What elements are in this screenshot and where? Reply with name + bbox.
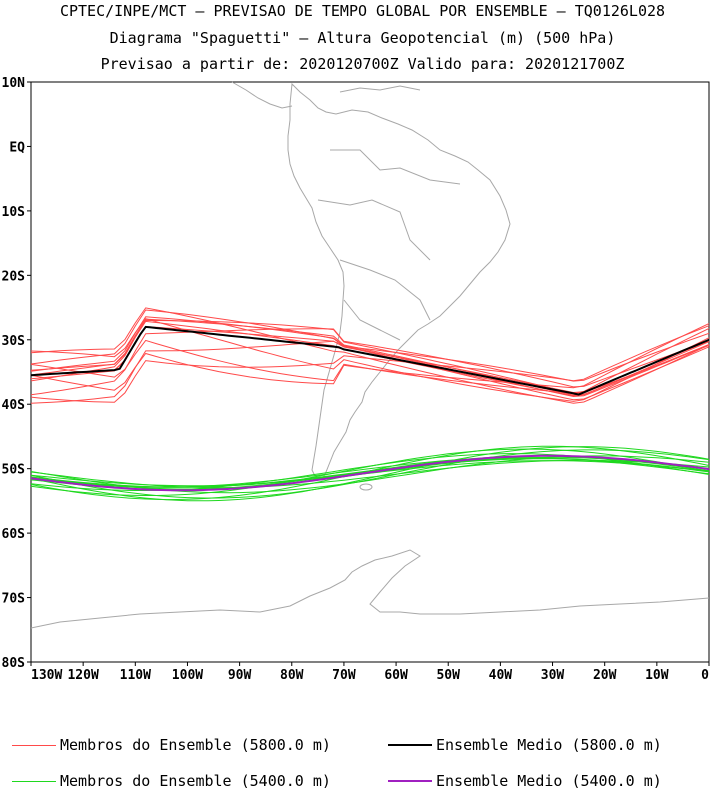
south-america-outline — [287, 82, 511, 481]
member-line-5800 — [30, 328, 710, 396]
lon-label: 40W — [489, 668, 513, 683]
member-line-5800 — [30, 332, 710, 404]
legend-mean-5400: Ensemble Medio (5400.0 m) — [388, 772, 662, 790]
lat-label: 60S — [2, 527, 26, 542]
map-frame — [30, 81, 710, 663]
member-line-5400 — [30, 449, 710, 499]
title-line-1: CPTEC/INPE/MCT — PREVISAO DE TEMPO GLOBA… — [59, 2, 666, 20]
lon-label: 20W — [593, 668, 617, 683]
lon-label: 130W — [31, 668, 62, 683]
member-line-5400 — [30, 446, 710, 502]
lon-label: 50W — [436, 668, 460, 683]
lat-label: 10N — [2, 76, 26, 91]
legend-label-members-5400: Membros do Ensemble (5400.0 m) — [60, 772, 331, 790]
member-lines-5800 — [30, 307, 710, 404]
longitude-axis: 130W 120W 110W 100W 90W 80W 70W 60W 50W 40W 30W 20W… — [30, 662, 710, 683]
lat-label: 20S — [2, 269, 26, 284]
lon-label: 80W — [280, 668, 304, 683]
legend-swatch-members-5800 — [12, 744, 56, 746]
member-line-5800 — [30, 307, 710, 404]
lat-label: 40S — [2, 398, 26, 413]
lat-label: 50S — [2, 463, 26, 478]
falklands — [359, 483, 373, 491]
lat-label: EQ — [9, 140, 25, 155]
coastlines — [30, 81, 710, 629]
lat-label: 70S — [2, 592, 26, 607]
legend-members-5800: Membros do Ensemble (5800.0 m) — [12, 736, 331, 754]
lat-label: 10S — [2, 205, 26, 220]
legend-members-5400: Membros do Ensemble (5400.0 m) — [12, 772, 331, 790]
lon-label: 60W — [384, 668, 408, 683]
country-borders — [317, 149, 461, 341]
central-america-outline — [231, 81, 421, 109]
ensemble-mean-5800-line — [30, 325, 710, 396]
legend-swatch-mean-5800 — [388, 744, 432, 746]
lon-label: 100W — [172, 668, 203, 683]
member-line-5400 — [30, 459, 710, 489]
lat-label: 30S — [2, 334, 26, 349]
lon-label: 120W — [67, 668, 98, 683]
title-line-3: Previsao a partir de: 2020120700Z Valido… — [100, 55, 625, 73]
member-line-5400 — [30, 455, 710, 494]
legend-label-mean-5400: Ensemble Medio (5400.0 m) — [436, 772, 662, 790]
legend-swatch-mean-5400 — [388, 780, 432, 782]
lon-label: 0 — [701, 668, 709, 683]
title-line-2: Diagrama "Spaguetti" — Altura Geopotenci… — [109, 29, 616, 47]
lon-label: 30W — [541, 668, 565, 683]
lat-label: 80S — [2, 656, 26, 671]
lon-label: 110W — [120, 668, 151, 683]
lon-label: 10W — [645, 668, 669, 683]
member-line-5800 — [30, 318, 710, 396]
antarctica-outline — [30, 549, 710, 629]
member-line-5800 — [30, 318, 710, 402]
legend-swatch-members-5400 — [12, 780, 56, 782]
legend-label-mean-5800: Ensemble Medio (5800.0 m) — [436, 736, 662, 754]
legend-mean-5800: Ensemble Medio (5800.0 m) — [388, 736, 662, 754]
latitude-axis: 10N EQ 10S 20S 30S 40S 50S 60S 70S 80S — [2, 76, 31, 671]
member-line-5800 — [30, 327, 710, 394]
ensemble-mean-5400-line — [30, 454, 710, 492]
lon-label: 70W — [332, 668, 356, 683]
legend-label-members-5800: Membros do Ensemble (5800.0 m) — [60, 736, 331, 754]
lon-label: 90W — [228, 668, 252, 683]
